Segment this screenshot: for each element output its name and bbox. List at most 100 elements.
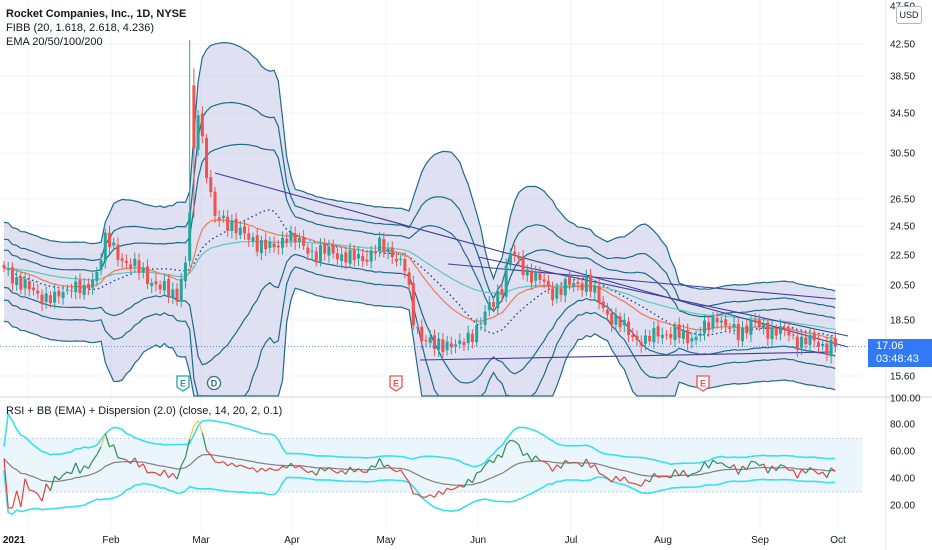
osc-tick-label: 40.00 [890, 474, 915, 485]
rsi-segment [717, 462, 722, 465]
rsi-segment [615, 475, 621, 482]
symbol-legend[interactable]: Rocket Companies, Inc., 1D, NYSE [6, 7, 186, 21]
rsi-segment [737, 465, 744, 475]
candle-body [327, 246, 331, 256]
candle-body [576, 282, 580, 284]
candle-body [129, 264, 133, 269]
rsi-segment [607, 477, 613, 483]
candle-body [230, 220, 234, 231]
candle-body [690, 338, 694, 342]
rsi-basis [3, 454, 836, 487]
candle-body [694, 336, 698, 341]
candle-body [53, 291, 57, 303]
candle-body [188, 212, 192, 261]
rsi-segment [159, 469, 165, 477]
candle-body [825, 343, 829, 355]
candle-body [580, 283, 584, 291]
candle-body [631, 334, 635, 338]
rsi-segment [484, 459, 490, 466]
candle-body [546, 280, 550, 287]
candle-body [10, 267, 14, 284]
candle-body [289, 231, 293, 241]
candle-body [162, 281, 166, 291]
candle-body [399, 258, 403, 260]
ema-legend[interactable]: EMA 20/50/100/200 [6, 36, 103, 48]
candle-body [698, 333, 702, 336]
rsi-segment [425, 494, 431, 498]
candle-body [589, 274, 593, 292]
currency-button[interactable]: USD [896, 6, 922, 24]
rsi-segment [197, 420, 203, 434]
rsi-segment [657, 475, 663, 478]
rsi-segment [577, 462, 583, 468]
band-lower [3, 266, 836, 397]
rsi-segment [269, 467, 275, 471]
candle-body [382, 239, 386, 253]
rsi-segment [442, 487, 448, 495]
candle-body [247, 233, 251, 240]
candle-body [344, 252, 348, 263]
event-letter: E [393, 379, 399, 389]
time-tick-label: Feb [102, 535, 120, 546]
candle-body [120, 258, 124, 261]
rsi-segment [96, 446, 102, 456]
rsi-segment [598, 472, 604, 476]
rsi-segment [324, 466, 330, 472]
rsi-segment [341, 470, 347, 475]
rsi-segment [391, 468, 397, 473]
candle-body [411, 282, 415, 326]
candle-body [572, 283, 576, 287]
rsi-segment [750, 460, 756, 463]
rsi-segment [244, 466, 250, 470]
rsi-segment [471, 472, 478, 484]
candle-body [319, 245, 322, 262]
candle-body [243, 226, 247, 234]
candle-body [521, 257, 525, 276]
candle-body [255, 235, 259, 252]
band-upper [3, 41, 836, 292]
candle-body [648, 335, 652, 342]
rsi-segment [155, 472, 161, 477]
candle-body [40, 294, 44, 304]
rsi-segment [813, 470, 819, 475]
rsi-segment [37, 493, 43, 502]
rsi-segment [201, 432, 208, 451]
candle-body [559, 288, 563, 295]
rsi-segment [345, 466, 351, 475]
rsi-segment [121, 458, 127, 461]
rsi-segment [645, 479, 650, 483]
rsi-segment [180, 457, 186, 467]
candle-body [686, 330, 690, 344]
candle-body [732, 324, 736, 328]
rsi-segment [809, 467, 815, 471]
candle-body [420, 326, 424, 342]
rsi-segment [535, 455, 541, 462]
rsi-segment [742, 465, 748, 471]
trendline [419, 351, 831, 361]
price-tick-label: 18.50 [890, 316, 915, 327]
candle-body [428, 337, 432, 344]
band-fill [4, 42, 836, 396]
band-lower [3, 253, 836, 384]
rsi-segment [476, 470, 482, 474]
rsi-segment [142, 463, 149, 474]
time-tick-label: May [377, 535, 396, 546]
candle-body [217, 217, 221, 220]
candle-body [27, 281, 31, 290]
rsi-segment [569, 461, 574, 464]
rsi-segment [332, 470, 338, 474]
rsi-segment [206, 450, 212, 456]
rsi-segment [125, 459, 131, 464]
candle-body [108, 232, 111, 247]
candle-body [221, 215, 225, 218]
rsi-segment [763, 463, 769, 474]
fibb-legend[interactable]: FIBB (20, 1.618, 2.618, 4.236) [6, 22, 154, 34]
rsi-segment [176, 465, 182, 480]
candle-body [483, 311, 487, 325]
rsi-segment [636, 483, 642, 487]
oscillator-legend[interactable]: RSI + BB (EMA) + Dispersion (2.0) (close… [6, 405, 283, 417]
rsi-segment [353, 468, 359, 473]
rsi-segment [480, 464, 486, 472]
